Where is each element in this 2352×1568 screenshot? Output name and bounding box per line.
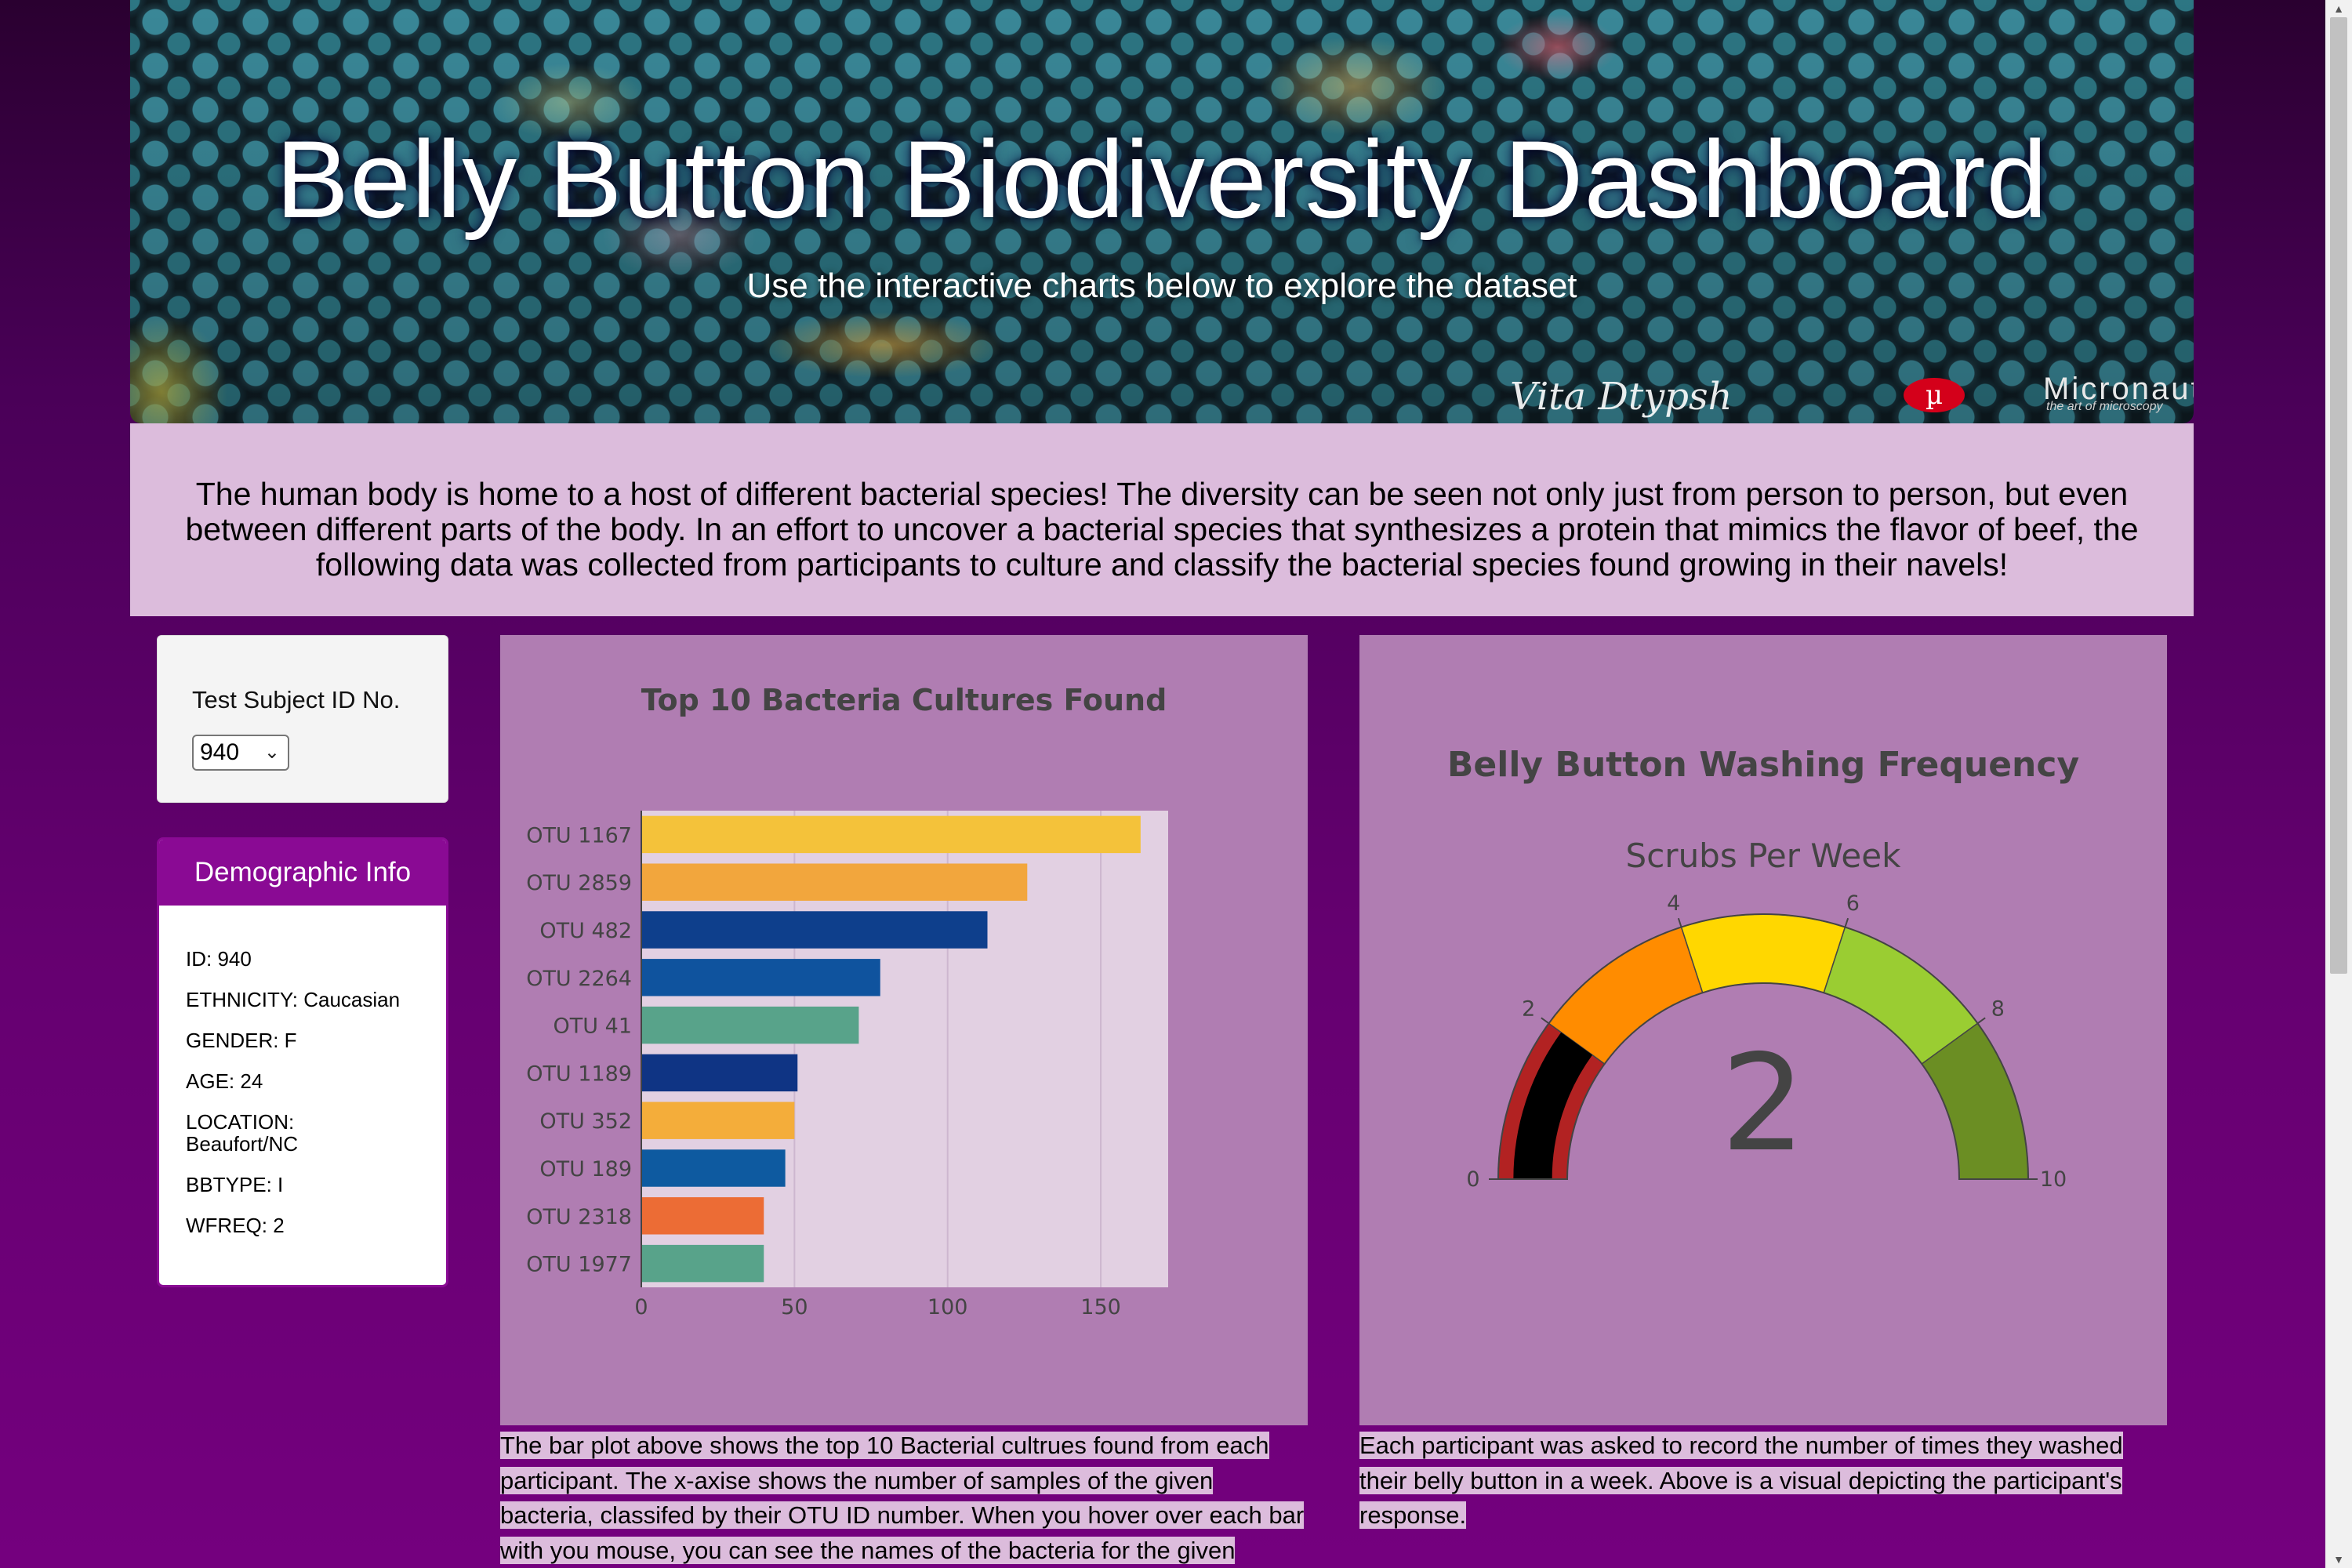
gauge-tick-label: 0 xyxy=(1466,1167,1479,1192)
gauge-chart-caption: Each participant was asked to record the… xyxy=(1359,1428,2167,1534)
demo-gender: GENDER: F xyxy=(186,1029,297,1052)
artist-signature: Vita Dtypsh xyxy=(1510,375,1733,419)
brand-name: Micronaut xyxy=(2043,372,2194,406)
subject-selector-label: Test Subject ID No. xyxy=(192,686,401,713)
gauge-chart-panel: Belly Button Washing Frequency Scrubs Per… xyxy=(1359,635,2167,1425)
header-banner: Belly Button Biodiversity Dashboard Use … xyxy=(130,0,2194,423)
scroll-up-arrow-icon[interactable]: ▲ xyxy=(2333,2,2344,15)
gauge-subtitle: Scrubs Per Week xyxy=(1626,837,1902,875)
chevron-down-icon: ⌄ xyxy=(263,742,280,763)
bar-y-tick-label: OTU 41 xyxy=(554,1014,632,1039)
scrollbar-thumb[interactable] xyxy=(2330,17,2347,974)
bar-y-tick-label: OTU 482 xyxy=(539,919,632,943)
demographic-info-body: ID: 940 ETHNICITY: Caucasian GENDER: F A… xyxy=(159,906,446,1236)
intro-section: The human body is home to a host of diff… xyxy=(130,423,2194,616)
gauge-tick-label: 8 xyxy=(1991,997,2005,1022)
bar-y-tick-label: OTU 189 xyxy=(539,1157,632,1181)
gauge-value-label: 2 xyxy=(1721,1026,1806,1181)
bar-chart-panel: Top 10 Bacteria Cultures Found 0 50 100 150 O… xyxy=(500,635,1308,1425)
bar[interactable] xyxy=(641,1054,798,1092)
gauge-tick xyxy=(1976,1017,1986,1025)
demo-ethnicity: ETHNICITY: Caucasian xyxy=(186,988,401,1011)
gauge-tick-label: 2 xyxy=(1522,997,1535,1022)
bar-chart[interactable]: Top 10 Bacteria Cultures Found 0 50 100 150 O… xyxy=(500,635,1308,1425)
bar[interactable] xyxy=(641,1197,764,1235)
brand-tagline: the art of microscopy xyxy=(2046,400,2163,413)
bar[interactable] xyxy=(641,1244,764,1283)
intro-text: The human body is home to a host of diff… xyxy=(185,476,2139,583)
bar-x-tick-label: 150 xyxy=(1080,1295,1121,1319)
gauge-chart-title: Belly Button Washing Frequency xyxy=(1447,745,2079,785)
bar[interactable] xyxy=(641,863,1028,901)
bar-y-tick-label: OTU 1977 xyxy=(526,1253,632,1277)
bar[interactable] xyxy=(641,1006,859,1044)
page-scrollbar[interactable]: ▲ ▼ xyxy=(2325,0,2352,1568)
gauge-tick-label: 6 xyxy=(1846,891,1860,916)
bar-y-tick-label: OTU 352 xyxy=(539,1109,632,1134)
gauge-tick-label: 4 xyxy=(1667,891,1680,916)
bar-y-tick-label: OTU 2264 xyxy=(526,967,632,991)
demo-location: LOCATION: Beaufort/NC xyxy=(186,1110,299,1156)
gauge-chart-caption-text: Each participant was asked to record the… xyxy=(1359,1432,2123,1529)
gauge-step xyxy=(1680,913,1846,994)
gauge-tick-label: 10 xyxy=(2040,1167,2067,1192)
gauge-value-bar[interactable] xyxy=(1513,1032,1593,1179)
bar-y-tick-label: OTU 1189 xyxy=(526,1062,632,1086)
bar-x-tick-label: 50 xyxy=(781,1295,808,1319)
bar-chart-title: Top 10 Bacteria Cultures Found xyxy=(641,683,1167,717)
gauge-outline xyxy=(1497,913,2030,1180)
scroll-down-arrow-icon[interactable]: ▼ xyxy=(2333,1553,2344,1566)
bar-x-tick-label: 100 xyxy=(927,1295,968,1319)
page-title: Belly Button Biodiversity Dashboard xyxy=(275,118,2049,241)
bar-y-tick-label: OTU 1167 xyxy=(526,823,632,848)
bar[interactable] xyxy=(641,1149,786,1187)
gauge-chart[interactable]: Belly Button Washing Frequency Scrubs Per… xyxy=(1359,635,2167,1425)
gauge-tick xyxy=(1677,917,1682,927)
page-subtitle: Use the interactive charts below to expl… xyxy=(746,267,1577,305)
demo-age: AGE: 24 xyxy=(186,1069,263,1093)
subject-id-value: 940 xyxy=(200,739,240,765)
demographic-info-card: Demographic Info ID: 940 ETHNICITY: Cauc… xyxy=(157,837,448,1287)
subject-id-select[interactable]: 940 ⌄ xyxy=(192,735,289,771)
bar[interactable] xyxy=(641,815,1141,854)
gauge-tick xyxy=(1844,917,1849,927)
bar-y-tick-label: OTU 2859 xyxy=(526,871,632,895)
demo-bbtype: BBTYPE: I xyxy=(186,1173,284,1196)
demographic-info-heading: Demographic Info xyxy=(159,840,446,906)
banner-shade xyxy=(130,0,2194,423)
micronaut-logo-icon: µ xyxy=(1904,378,1965,412)
subject-selector-panel: Test Subject ID No. 940 ⌄ xyxy=(157,635,448,803)
demo-id: ID: 940 xyxy=(186,947,252,971)
bar-chart-caption: The bar plot above shows the top 10 Bact… xyxy=(500,1428,1308,1568)
bar-x-tick-label: 0 xyxy=(634,1295,648,1319)
gauge-tick xyxy=(1541,1017,1550,1025)
bar[interactable] xyxy=(641,1102,795,1139)
bar-chart-caption-text: The bar plot above shows the top 10 Bact… xyxy=(500,1432,1305,1564)
demo-wfreq: WFREQ: 2 xyxy=(186,1214,285,1237)
bar-y-tick-label: OTU 2318 xyxy=(526,1205,632,1229)
bar[interactable] xyxy=(641,911,988,949)
bar[interactable] xyxy=(641,959,880,996)
